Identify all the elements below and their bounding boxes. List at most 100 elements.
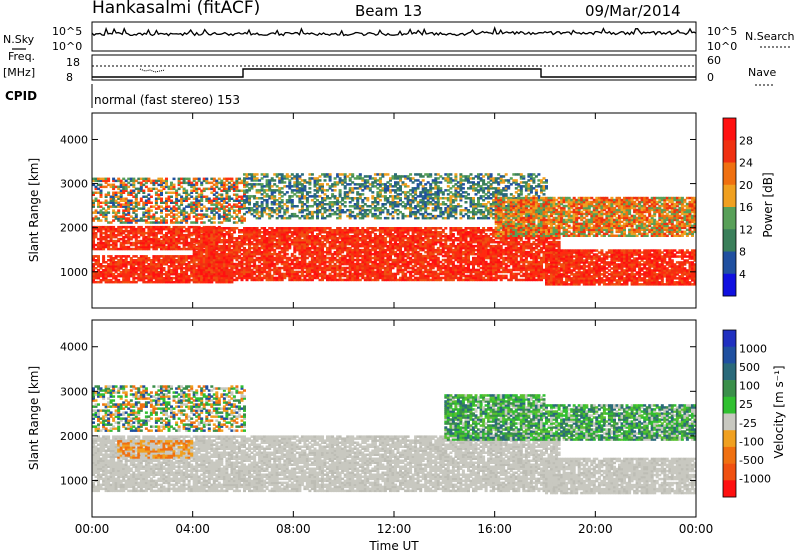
power-cell <box>157 238 160 241</box>
power-cell <box>477 269 480 272</box>
nave-label: Nave <box>748 66 776 79</box>
power-cell <box>163 267 166 270</box>
power-cell <box>417 227 420 230</box>
power-cell <box>251 247 254 250</box>
power-cell <box>341 273 344 276</box>
power-cell <box>580 271 583 274</box>
power-cell <box>311 251 314 254</box>
power-cell <box>462 251 465 254</box>
power-cell <box>507 279 510 282</box>
power-cell <box>595 249 598 252</box>
power-cell <box>341 255 344 257</box>
power-cell <box>97 255 100 258</box>
power-cell <box>326 247 329 250</box>
nsky-panel-frame <box>92 22 696 51</box>
power-cell <box>507 265 510 268</box>
power-cell <box>188 242 191 245</box>
nave-tick-top: 60 <box>707 54 721 67</box>
nsky-trace <box>92 28 696 36</box>
power-cell <box>522 273 525 276</box>
power-cell <box>173 255 176 258</box>
power-cell <box>235 277 238 280</box>
power-cell <box>537 261 540 264</box>
power-cell <box>386 253 389 256</box>
power-cell <box>580 249 583 252</box>
power-cell <box>507 269 510 272</box>
power-cell <box>520 237 523 240</box>
station-title: Hankasalmi (fitACF) <box>92 0 260 18</box>
power-cell <box>462 257 465 260</box>
power-cell <box>127 246 130 249</box>
power-cell <box>266 237 269 240</box>
power-cell <box>447 235 450 238</box>
power-cell <box>157 271 160 274</box>
freq-label-2: [MHz] <box>3 66 35 79</box>
power-cell <box>452 233 455 236</box>
power-cell <box>157 226 160 229</box>
power-cell <box>595 253 598 256</box>
power-cell <box>371 253 374 256</box>
power-cell <box>115 255 118 258</box>
power-cell <box>492 245 495 248</box>
power-cell <box>537 249 540 252</box>
power-cell <box>286 253 289 256</box>
power-cell <box>326 261 329 264</box>
power-cell <box>437 257 440 260</box>
nsearch-tick-bottom: 10^0 <box>707 40 737 53</box>
power-cell <box>505 275 508 278</box>
power-cell <box>188 275 191 278</box>
power-cell <box>235 237 238 240</box>
power-cell <box>402 269 405 272</box>
freq-tick-top: 18 <box>66 56 80 69</box>
power-cell <box>371 237 374 240</box>
power-cell <box>251 251 254 254</box>
power-cell <box>492 229 495 232</box>
power-cell <box>100 279 103 282</box>
power-cell <box>220 245 223 248</box>
power-cell <box>492 277 495 280</box>
freq-label-1: Freq. <box>8 50 35 63</box>
power-cell <box>371 261 374 264</box>
freq-trace <box>92 69 696 77</box>
power-cell <box>402 251 405 254</box>
power-cell <box>386 245 389 248</box>
power-cell <box>341 229 344 232</box>
date-label: 09/Mar/2014 <box>585 2 681 20</box>
power-cell <box>341 279 344 282</box>
power-cell <box>142 255 145 258</box>
power-cell <box>100 226 103 229</box>
power-cell <box>157 255 160 258</box>
power-cell <box>251 227 254 230</box>
power-cell <box>296 257 299 260</box>
power-cell <box>205 227 208 230</box>
nave-tick-bottom: 0 <box>707 71 714 84</box>
power-cell <box>371 279 374 282</box>
power-cell <box>173 277 176 280</box>
power-cell <box>522 279 525 282</box>
power-cell <box>432 271 435 274</box>
power-cell <box>371 245 374 248</box>
power-cell <box>127 261 130 264</box>
power-cell <box>281 267 284 270</box>
power-cell <box>447 245 450 248</box>
power-cell <box>188 261 191 264</box>
power-cell <box>115 228 118 231</box>
power-cell <box>386 241 389 244</box>
power-cell <box>127 226 130 229</box>
power-cell <box>610 249 613 252</box>
nsky-tick-top: 10^5 <box>52 25 82 38</box>
power-cell <box>281 255 284 257</box>
power-cell <box>326 265 329 268</box>
power-cell <box>235 263 238 266</box>
power-cell <box>595 279 598 282</box>
nsearch-tick-top: 10^5 <box>707 25 737 38</box>
power-cell <box>205 233 208 236</box>
power-cell <box>462 265 465 268</box>
power-cell <box>235 227 238 230</box>
power-cell <box>127 230 130 233</box>
power-cell <box>266 229 269 232</box>
power-cell <box>417 267 420 270</box>
